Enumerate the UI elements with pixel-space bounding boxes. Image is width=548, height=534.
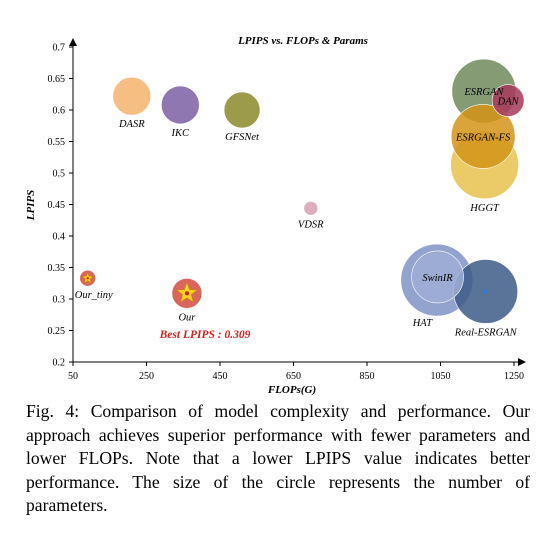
y-tick-label: 0.2 bbox=[53, 358, 66, 369]
label-hat: HAT bbox=[412, 318, 434, 329]
y-tick-label: 0.55 bbox=[48, 137, 66, 148]
y-axis-label: LPIPS bbox=[25, 190, 37, 222]
point-dasr bbox=[112, 76, 152, 116]
label-esrgan: ESRGAN bbox=[463, 87, 504, 98]
point-gfsnet bbox=[223, 91, 261, 129]
y-tick-label: 0.3 bbox=[53, 295, 66, 306]
y-tick-label: 0.7 bbox=[53, 43, 66, 54]
y-axis-arrow bbox=[69, 38, 77, 46]
label-esrgan-fs: ESRGAN-FS bbox=[455, 132, 511, 143]
x-tick-label: 1050 bbox=[431, 371, 451, 382]
figure-caption: Fig. 4: Comparison of model complexity a… bbox=[26, 401, 530, 515]
x-tick-label: 650 bbox=[286, 371, 301, 382]
x-axis-label: FLOPs(G) bbox=[267, 384, 316, 396]
best-lpips-annotation: Best LPIPS : 0.309 bbox=[159, 329, 251, 341]
y-tick-label: 0.4 bbox=[53, 232, 66, 243]
label-hggt: HGGT bbox=[469, 203, 500, 214]
point-esrgan-fs bbox=[450, 104, 516, 169]
point-dan bbox=[491, 84, 525, 117]
y-tick-label: 0.45 bbox=[48, 200, 66, 211]
y-tick-label: 0.5 bbox=[53, 169, 66, 180]
x-tick-label: 850 bbox=[360, 371, 375, 382]
label-swinir: SwinIR bbox=[422, 273, 453, 284]
center-dot-real-esrgan bbox=[483, 289, 488, 294]
y-tick-label: 0.35 bbox=[48, 263, 66, 274]
chart-title: LPIPS vs. FLOPs & Params bbox=[237, 35, 368, 47]
label-our: Our bbox=[178, 312, 196, 323]
center-dot-our-tiny bbox=[86, 277, 89, 280]
y-tick-label: 0.25 bbox=[48, 326, 66, 337]
x-axis-arrow bbox=[518, 358, 526, 366]
y-tick-label: 0.65 bbox=[48, 74, 66, 85]
x-tick-label: 450 bbox=[213, 371, 228, 382]
x-tick-label: 250 bbox=[139, 371, 154, 382]
label-gfsnet: GFSNet bbox=[225, 132, 260, 143]
center-dot-our bbox=[184, 291, 190, 296]
x-tick-label: 1250 bbox=[504, 371, 524, 382]
scatter-chart: LPIPS vs. FLOPs & Params 0.20.250.30.350… bbox=[25, 35, 526, 396]
point-vdsr bbox=[303, 200, 319, 216]
label-ikc: IKC bbox=[171, 128, 191, 139]
point-swinir bbox=[411, 250, 464, 304]
label-real-esrgan: Real-ESRGAN bbox=[454, 327, 518, 338]
point-ikc bbox=[161, 85, 200, 125]
label-our-tiny: Our_tiny bbox=[75, 290, 113, 301]
axes: 0.2 0.25 0.3 0.35 0.4 0.45 0.5 0.55 0.6 0.65 0.7 50… bbox=[48, 38, 526, 382]
label-dan: DAN bbox=[497, 97, 520, 108]
label-dasr: DASR bbox=[118, 119, 145, 130]
x-tick-label: 50 bbox=[68, 371, 78, 382]
y-tick-label: 0.6 bbox=[53, 106, 66, 117]
label-vdsr: VDSR bbox=[298, 219, 324, 230]
data-points bbox=[79, 58, 525, 324]
